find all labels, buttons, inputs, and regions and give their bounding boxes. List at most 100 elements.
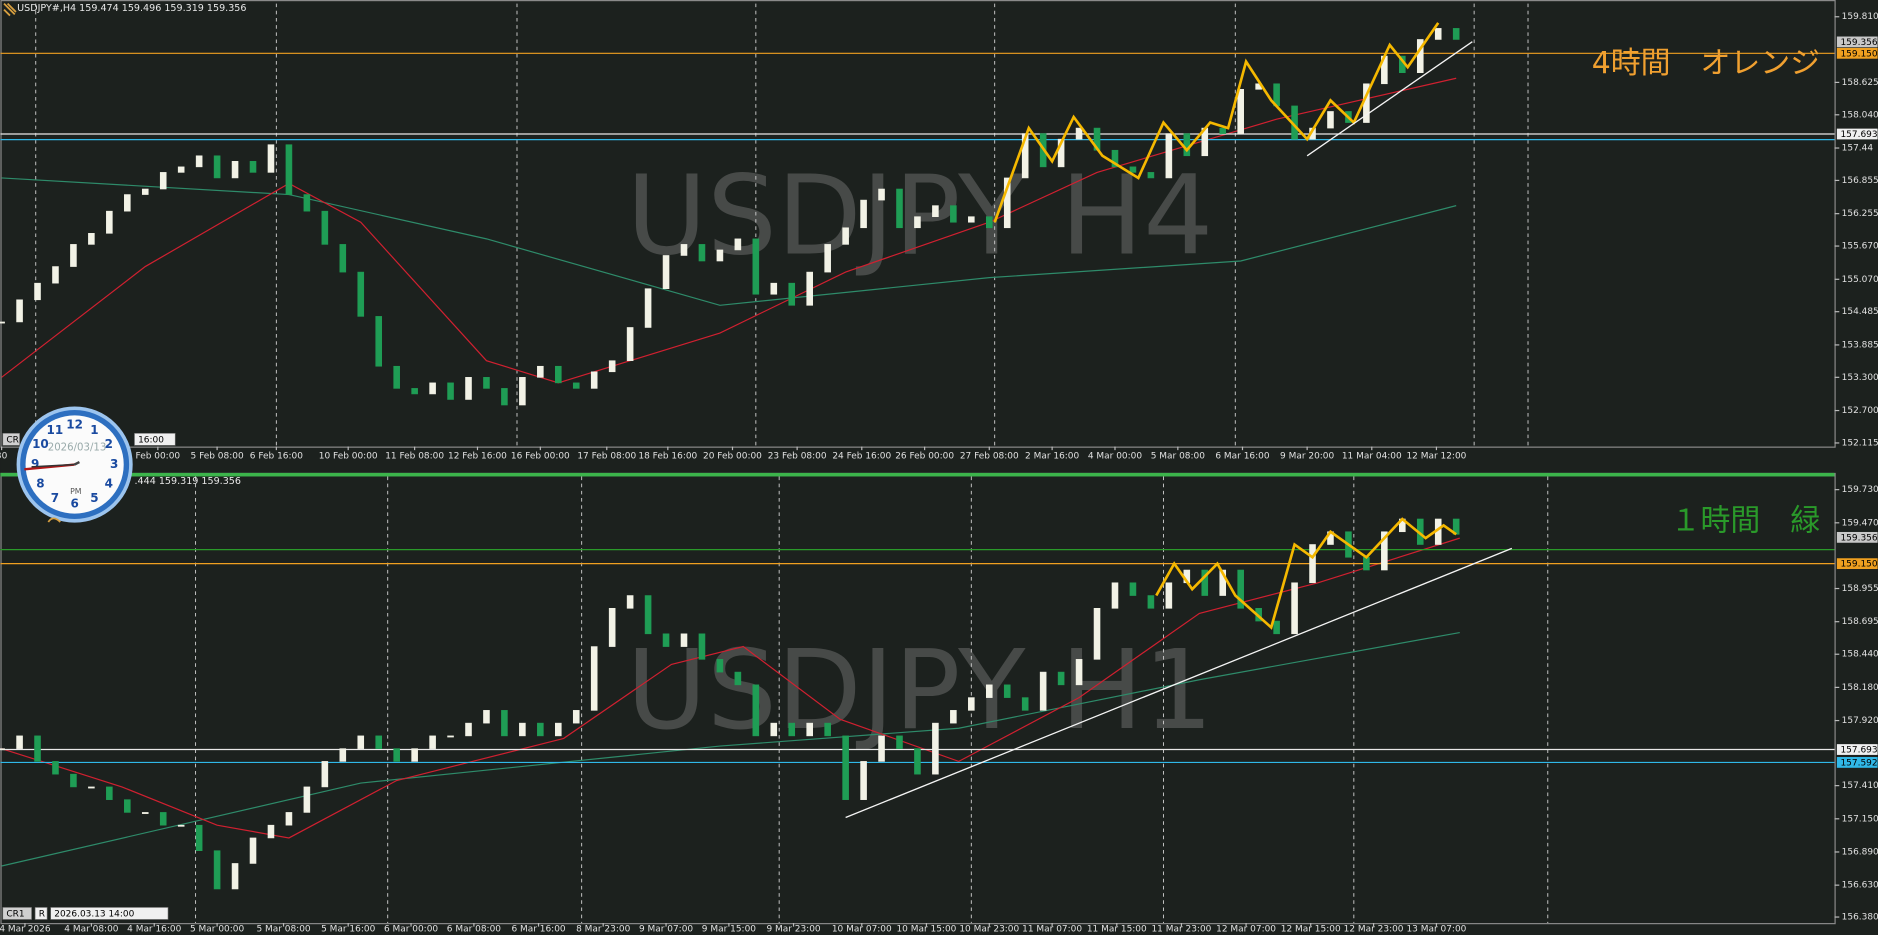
candle	[1003, 684, 1011, 698]
candle	[824, 244, 831, 273]
candle	[124, 799, 131, 813]
candle	[375, 316, 383, 367]
candle	[590, 646, 598, 711]
candle	[950, 205, 957, 223]
candle	[842, 227, 849, 245]
x-tick-label: 5 Mar 08:00	[1151, 452, 1205, 462]
candle	[1057, 671, 1065, 686]
cursor-box	[50, 907, 169, 920]
candle	[537, 365, 544, 378]
candle	[1165, 582, 1173, 609]
x-tick-label: 5 Mar 00:00	[190, 925, 244, 935]
candle	[0, 321, 5, 324]
cursor-label: CR1	[6, 910, 24, 920]
candle	[896, 735, 903, 749]
y-tick-label: 155.070	[1842, 275, 1878, 285]
x-tick-label: 11 Feb 08:00	[385, 452, 444, 462]
y-tick-label: 158.440	[1842, 650, 1878, 660]
candle	[572, 710, 580, 724]
price-box-label: 157.693	[1840, 746, 1877, 756]
x-tick-label: Feb 00:00	[136, 452, 181, 462]
trend-line	[845, 547, 1513, 819]
candle	[878, 188, 885, 201]
candle	[1147, 595, 1155, 609]
candle	[1075, 659, 1083, 686]
app-icon	[3, 2, 17, 17]
price-box	[1836, 36, 1878, 48]
clock-ampm: PM	[70, 487, 81, 496]
candle	[231, 161, 239, 179]
cursor-box	[2, 433, 20, 446]
clock-numeral: 2	[105, 437, 113, 451]
candle	[1237, 89, 1244, 134]
candle	[465, 377, 472, 400]
x-tick-label: 10 Mar 23:00	[959, 925, 1019, 935]
moving-average	[1, 77, 1457, 384]
candle	[1452, 28, 1460, 40]
candle	[896, 188, 903, 229]
candle	[698, 633, 706, 660]
x-tick-label: 12 Mar 23:00	[1344, 925, 1404, 935]
x-tick-label: 18 Feb 16:00	[638, 452, 697, 462]
x-tick-label: 13 Mar 07:00	[1406, 925, 1466, 935]
y-tick-label: 153.885	[1842, 340, 1878, 350]
y-tick-label: 158.625	[1842, 78, 1878, 88]
candle	[1291, 582, 1298, 635]
candle	[1075, 127, 1083, 140]
candle	[1309, 544, 1316, 584]
clock-date: 2026/03/13	[48, 443, 107, 454]
candle	[447, 735, 454, 738]
x-tick-label: 5 Mar 08:00	[256, 925, 310, 935]
price-box-label: 159.150	[1840, 560, 1877, 570]
cursor-box	[134, 433, 176, 446]
moving-average	[1, 537, 1460, 839]
y-tick-label: 159.810	[1842, 12, 1878, 22]
price-box	[1836, 531, 1878, 543]
clock-hand	[74, 461, 80, 466]
x-tick-label: 5 Mar 16:00	[321, 925, 375, 935]
x-tick-label: 9 Mar 15:00	[702, 925, 756, 935]
x-tick-label: 11 Mar 04:00	[1342, 452, 1402, 462]
chart-frame	[0, 0, 1836, 448]
candle	[716, 659, 724, 673]
candle	[519, 722, 526, 737]
y-tick-label: 152.115	[1842, 438, 1878, 448]
y-tick-label: 157.920	[1842, 716, 1878, 726]
y-tick-label: 157.150	[1842, 814, 1878, 824]
candle	[393, 748, 400, 762]
y-tick-label: 158.040	[1842, 110, 1878, 120]
candle	[231, 863, 239, 890]
x-tick-label: 11 Mar 23:00	[1151, 925, 1211, 935]
candle	[716, 249, 724, 262]
clock-numeral: 11	[47, 423, 64, 437]
candle	[1165, 133, 1173, 179]
candle	[788, 722, 796, 737]
candle	[1111, 582, 1119, 609]
candle	[141, 188, 149, 195]
candle	[1273, 620, 1280, 635]
cursor-label: CR	[6, 435, 18, 445]
candle	[88, 233, 95, 245]
candle	[267, 824, 275, 839]
x-tick-label: 4 Mar 08:00	[64, 925, 118, 935]
candle	[411, 388, 418, 395]
cursor-box	[34, 907, 48, 920]
x-tick-label: 6 Mar 16:00	[1215, 452, 1269, 462]
candle	[195, 155, 203, 168]
y-tick-label: 157.410	[1842, 781, 1878, 791]
candle	[662, 255, 670, 290]
clock-numeral: 6	[70, 497, 78, 511]
candle	[1093, 607, 1101, 660]
candle	[88, 786, 95, 789]
cursor-box	[2, 907, 32, 920]
moving-average	[1, 631, 1460, 867]
candle	[1129, 166, 1137, 173]
candle	[52, 266, 59, 284]
candle	[662, 633, 670, 647]
y-tick-label: 158.180	[1842, 683, 1878, 693]
x-tick-label: 26 Feb 00:00	[895, 452, 954, 462]
candle	[321, 761, 329, 788]
candle	[985, 684, 993, 698]
price-box-label: 157.693	[1840, 130, 1877, 140]
